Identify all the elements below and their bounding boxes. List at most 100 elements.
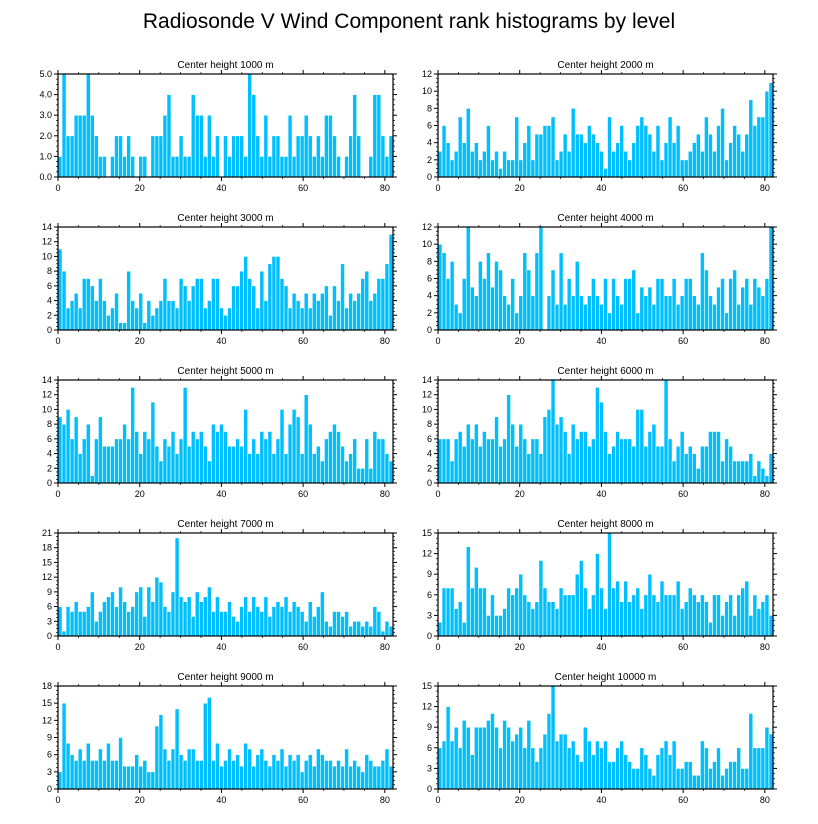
y-tick-label: 6 (47, 434, 52, 444)
histogram-bar (566, 150, 572, 178)
histogram-bar (643, 594, 649, 637)
histogram-bar (287, 114, 293, 178)
histogram-bar (94, 300, 99, 331)
histogram-bar (687, 445, 693, 484)
histogram-bar (142, 616, 148, 637)
histogram-bar (522, 252, 528, 331)
histogram-bar (388, 234, 394, 331)
histogram-bar (566, 747, 572, 790)
histogram-bar (356, 765, 362, 790)
histogram-bar (348, 292, 353, 331)
histogram-bar (110, 445, 115, 484)
histogram-bar (514, 445, 520, 484)
y-tick-label: 6 (427, 121, 432, 131)
x-tick-label: 80 (760, 336, 770, 346)
histogram-bar (744, 580, 750, 637)
histogram-bar (683, 761, 689, 790)
histogram-bar (639, 409, 645, 484)
x-tick-label: 40 (596, 642, 606, 652)
histogram-bar (595, 295, 600, 331)
histogram-bar (295, 754, 301, 790)
histogram-bar (748, 713, 754, 790)
histogram-bar (611, 445, 616, 484)
histogram-bar (259, 270, 265, 331)
histogram-bar (275, 256, 281, 331)
histogram-bar (720, 108, 725, 178)
histogram-bar (384, 620, 390, 637)
histogram-bar (744, 278, 750, 331)
histogram-bar (591, 438, 596, 484)
histogram-bar (708, 768, 713, 790)
histogram-bar (494, 150, 499, 178)
histogram-bar (303, 292, 309, 331)
histogram-bar (490, 713, 495, 790)
histogram-bar (736, 594, 742, 637)
histogram-bar (235, 285, 240, 331)
histogram-bar (744, 133, 750, 178)
histogram-bar (130, 387, 135, 484)
histogram-bar (550, 269, 556, 331)
histogram-bar (65, 135, 71, 178)
histogram-bar (69, 611, 75, 637)
histogram-bar (324, 285, 329, 331)
histogram-bar (704, 445, 709, 484)
histogram-bar (643, 125, 649, 178)
histogram-bar (591, 278, 596, 331)
histogram-bar (170, 431, 176, 484)
histogram-bar (764, 594, 770, 637)
histogram-bar (110, 307, 115, 331)
histogram-bar (465, 226, 471, 331)
y-tick-label: 9 (427, 569, 432, 579)
histogram-bar (178, 596, 184, 637)
histogram-bar (158, 460, 164, 484)
histogram-bar (69, 754, 75, 790)
y-tick-label: 0.0 (39, 172, 52, 182)
histogram-bar (445, 587, 451, 637)
y-tick-label: 2 (427, 308, 432, 318)
histogram-bar (336, 300, 341, 331)
histogram-bar (712, 431, 717, 484)
histogram-bar (700, 445, 705, 484)
histogram-bar (126, 611, 131, 637)
histogram-bar (186, 445, 192, 484)
histogram-bar (372, 765, 378, 790)
histogram-bar (203, 702, 208, 790)
histogram-bar (756, 286, 762, 331)
histogram-panel-2: Center height 2000 m 0 2 4 6 8 10 12 0 20 40 60 80 (422, 60, 777, 193)
histogram-bar (275, 135, 281, 178)
histogram-bar (211, 760, 216, 790)
histogram-bar (85, 606, 91, 637)
x-tick-label: 80 (380, 336, 390, 346)
histogram-bar (599, 303, 604, 331)
histogram-bar (223, 135, 228, 178)
histogram-bar (158, 300, 164, 331)
histogram-bar (562, 733, 568, 790)
histogram-bar (570, 594, 576, 637)
histogram-bar (538, 133, 544, 178)
histogram-bar (518, 159, 524, 178)
histogram-panel-4: Center height 4000 m 0 2 4 6 8 10 12 0 20 40 60 80 (422, 213, 777, 346)
histogram-bar (77, 114, 83, 178)
histogram-bar (708, 431, 713, 484)
histogram-bar (700, 150, 705, 178)
x-tick-label: 60 (678, 489, 688, 499)
histogram-bar (667, 594, 673, 637)
histogram-bar (655, 278, 661, 331)
histogram-panel-10: Center height 10000 m 0 3 6 9 12 15 0 20 40 60 80 (422, 672, 777, 805)
histogram-bar (194, 438, 200, 484)
histogram-bar (239, 445, 244, 484)
histogram-bar (295, 416, 301, 484)
histogram-bar (223, 760, 228, 790)
histogram-bar (142, 156, 148, 178)
histogram-bar (659, 445, 665, 484)
histogram-bar (69, 438, 75, 484)
histogram-bar (328, 114, 333, 178)
histogram-bar (736, 460, 742, 484)
histogram-bar (287, 423, 293, 484)
histogram-bar (287, 611, 293, 637)
histogram-bar (457, 116, 463, 178)
histogram-bar (94, 620, 99, 637)
histogram-bar (554, 740, 560, 790)
histogram-bar (578, 761, 584, 790)
y-tick-label: 12 (42, 237, 52, 247)
